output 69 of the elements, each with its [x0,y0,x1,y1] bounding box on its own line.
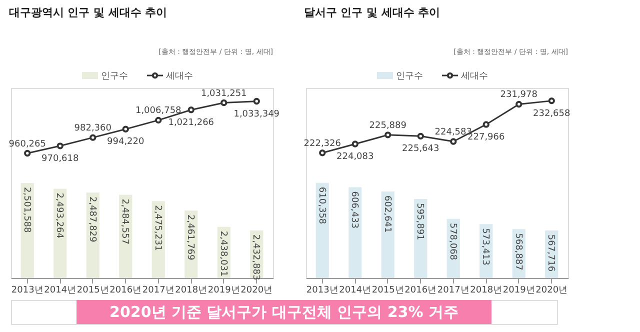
point [24,150,31,157]
data-label: 222,326 [304,138,342,149]
x-tick-label: 2018년 [470,286,502,296]
data-label: 232,658 [533,108,571,119]
data-label: 994,220 [107,137,145,148]
x-tick-label: 2016년 [404,286,437,296]
data-label: 567,716 [546,234,556,272]
data-label: 595,891 [414,203,425,240]
x-tick-label: 2015년 [76,286,109,296]
legend-label: 인구수 [101,72,128,82]
data-label: 2,461,769 [185,214,196,261]
data-label: 225,643 [402,144,440,154]
x-tick-label: 2020년 [536,286,568,296]
chart-title: 달서구 인구 및 세대수 추이 [304,6,440,19]
point [450,138,457,145]
point [220,99,228,106]
x-tick-label: 2013년 [306,286,338,296]
point [253,98,260,105]
data-label: 2,487,829 [86,196,97,243]
data-label: 573,413 [480,228,490,266]
point [352,140,358,148]
x-tick-label: 2014년 [339,286,372,296]
data-label: 1,033,349 [234,109,280,120]
x-tick-label: 2019년 [502,286,535,296]
legend-label: 세대수 [166,72,193,82]
data-label: 578,068 [447,222,458,260]
point [548,97,555,104]
x-tick-label: 2015년 [372,286,404,296]
point [319,150,326,156]
text: 2020년 기준 달서구가 대구전체 인구의 23% 거주 [110,303,458,321]
data-label: 224,083 [336,152,374,162]
data-label: 982,360 [74,124,112,134]
x-tick-label: 2016년 [110,286,142,296]
x-tick-label: 2013년 [11,286,44,296]
point [417,132,424,140]
data-label: 602,641 [382,196,392,233]
data-label: 568,887 [512,233,523,270]
point [155,116,162,124]
data-label: 606,433 [349,191,360,229]
data-label: 960,265 [8,139,46,150]
data-label: 2,432,883 [250,234,261,280]
x-tick-label: 2018년 [175,286,208,296]
data-label: 2,475,231 [152,205,162,251]
data-label: 610,358 [316,186,326,224]
point [516,100,522,108]
data-label: 1,021,266 [168,118,214,128]
data-label: 1,031,251 [200,88,247,99]
x-tick-label: 2019년 [208,286,240,296]
point [90,134,96,141]
data-label: 2,484,557 [120,198,130,245]
point [482,121,490,128]
x-tick-label: 2017년 [142,286,174,296]
chart-title: 대구광역시 인구 및 세대수 추이 [8,6,168,19]
data-label: 2,501,588 [21,186,32,234]
point [122,126,129,132]
data-label: 970,618 [42,154,80,164]
point [56,142,64,150]
point [384,132,392,138]
data-label: 2,493,264 [54,192,64,239]
x-tick-label: 2014년 [44,286,76,296]
data-label: 1,006,758 [135,106,182,116]
x-tick-label: 2017년 [437,286,470,296]
data-label: 225,889 [369,120,407,131]
legend-label: 인구수 [396,72,423,82]
point [188,106,194,114]
legend-label: 세대수 [461,72,488,82]
data-label: 2,438,031 [218,230,228,277]
x-tick-label: 2020년 [240,286,273,296]
data-label: 231,978 [500,90,538,100]
